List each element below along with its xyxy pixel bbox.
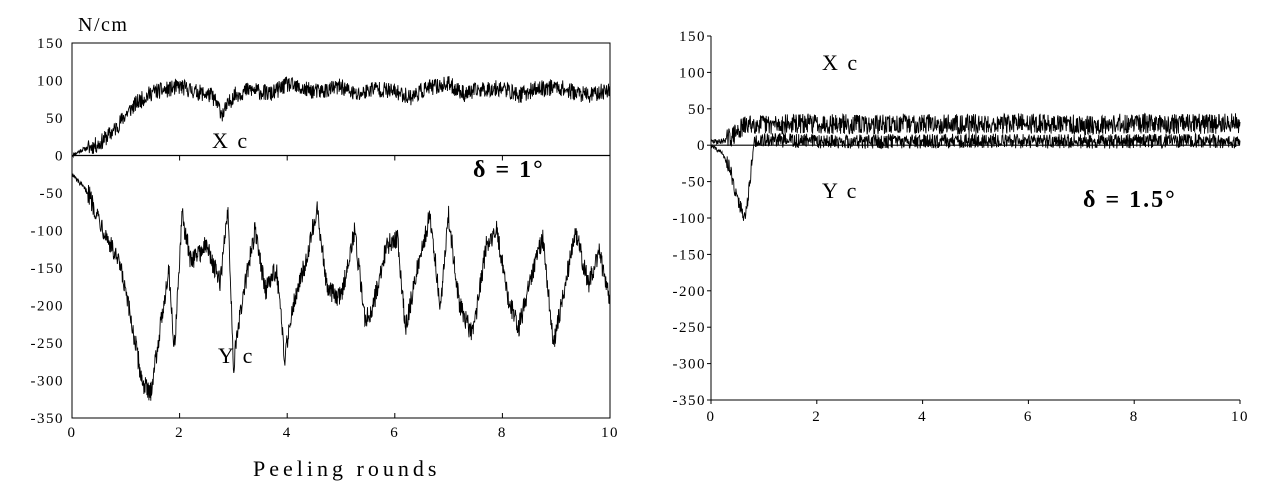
right-chart: 150 100 50 0 -50 -100 -150 -200 -250 -300 -350 0 2 4…	[673, 29, 1249, 425]
y-tick-label: -350	[673, 393, 707, 409]
series-line-xc	[710, 112, 1241, 147]
left-plot-frame	[71, 42, 611, 419]
series-line-xc	[71, 76, 611, 159]
y-tick-label: -300	[673, 357, 707, 373]
y-tick-label: 0	[55, 149, 64, 165]
x-tick-label: 2	[812, 409, 821, 425]
y-tick-label: -250	[31, 336, 65, 352]
y-tick-label: 150	[37, 36, 64, 52]
left-chart: N/cm 150100500-50-100-150-200-250-300-35…	[31, 14, 619, 441]
y-tick-label: -150	[673, 247, 707, 263]
right-y-tick-labels: 150 100 50 0 -50 -100 -150 -200 -250 -300 -350	[673, 29, 707, 409]
y-tick-label: -100	[673, 211, 707, 227]
x-tick-label: 4	[918, 409, 927, 425]
left-xc-label: X c	[212, 128, 249, 153]
y-tick-label: 100	[37, 74, 64, 90]
x-tick-label: 8	[498, 425, 507, 441]
y-tick-label: -50	[682, 175, 707, 191]
x-tick-label: 10	[1231, 409, 1249, 425]
y-tick-label: 100	[679, 65, 706, 81]
left-y-tick-labels: 150 100 50 0 -50 -100 -150 -200 -250 -300 -350	[31, 36, 65, 427]
left-x-tick-labels: 0 2 4 6 8 10	[68, 425, 619, 441]
y-tick-label: -250	[673, 320, 707, 336]
y-tick-label: 150	[679, 29, 706, 45]
left-series-lines	[71, 76, 611, 401]
y-tick-label: 50	[46, 111, 64, 127]
x-tick-label: 4	[283, 425, 292, 441]
x-tick-label: 0	[68, 425, 77, 441]
y-tick-label: -350	[31, 411, 65, 427]
x-axis-label: Peeling rounds	[253, 456, 440, 481]
unit-label: N/cm	[78, 14, 128, 36]
x-tick-label: 8	[1130, 409, 1139, 425]
series-line-yc	[71, 173, 611, 401]
right-xc-label: X c	[822, 50, 859, 75]
y-tick-label: 50	[688, 102, 706, 118]
left-delta-label: δ = 1°	[473, 157, 545, 183]
right-axis-ticks	[707, 35, 1241, 404]
x-tick-label: 6	[390, 425, 399, 441]
x-tick-label: 10	[601, 425, 619, 441]
y-tick-label: -100	[31, 224, 65, 240]
x-tick-label: 6	[1024, 409, 1033, 425]
right-yc-label: Y c	[822, 178, 858, 203]
left-yc-label: Y c	[218, 343, 254, 368]
y-tick-label: -200	[31, 299, 65, 315]
x-tick-label: 2	[175, 425, 184, 441]
y-tick-label: -50	[40, 186, 65, 202]
y-tick-label: -150	[31, 261, 65, 277]
y-tick-label: -200	[673, 284, 707, 300]
right-delta-label: δ = 1.5°	[1083, 187, 1177, 213]
right-x-tick-labels: 0 2 4 6 8 10	[707, 409, 1249, 425]
y-tick-label: 0	[697, 138, 706, 154]
y-tick-label: -300	[31, 374, 65, 390]
x-tick-label: 0	[707, 409, 716, 425]
left-zero-axis-ticks	[71, 155, 611, 418]
